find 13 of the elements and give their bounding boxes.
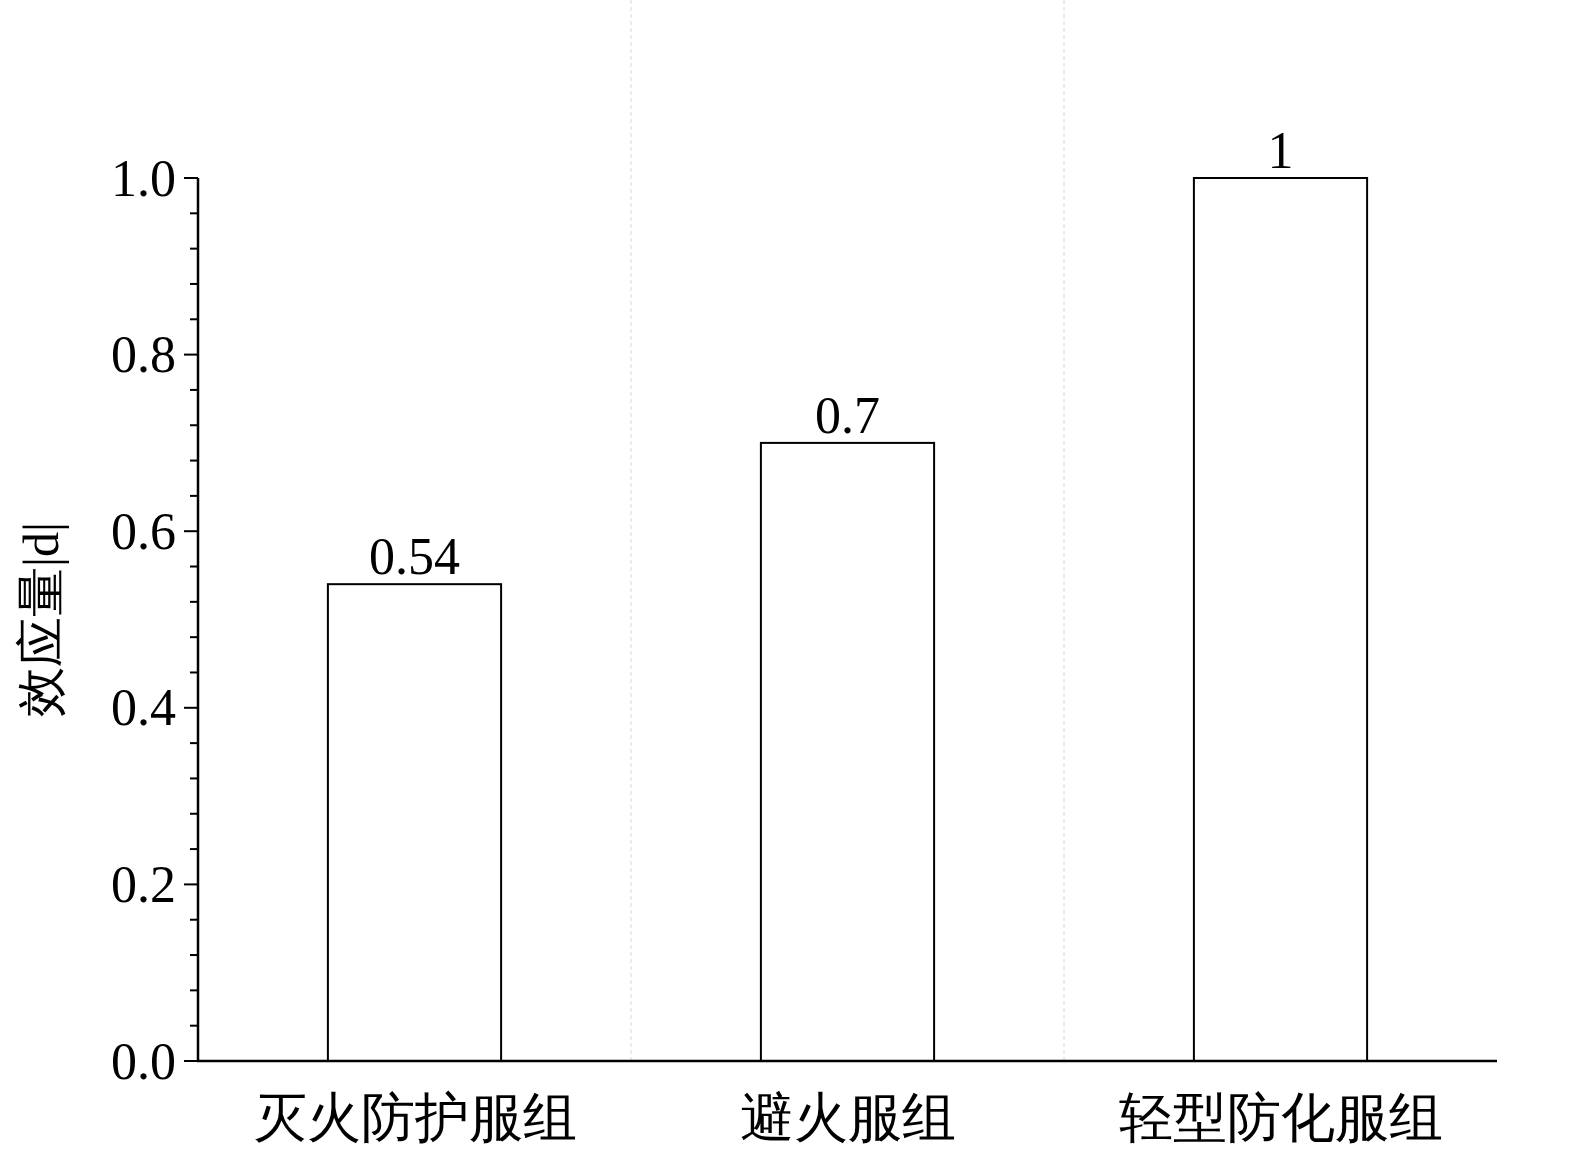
y-tick-label: 0.2 xyxy=(111,855,176,913)
data-label: 1 xyxy=(1267,122,1294,179)
y-axis-title: 效应量|d| xyxy=(13,521,69,718)
x-tick-label: 避火服组 xyxy=(739,1088,956,1148)
y-tick-label: 0.0 xyxy=(111,1032,176,1090)
y-tick-label: 0.8 xyxy=(111,326,176,384)
data-label: 0.7 xyxy=(815,386,880,444)
x-tick-label: 轻型防化服组 xyxy=(1118,1088,1443,1148)
x-tick-label: 灭火防护服组 xyxy=(252,1088,577,1148)
data-label: 0.54 xyxy=(369,528,460,586)
y-tick-label: 1.0 xyxy=(111,149,176,207)
y-tick-label: 0.4 xyxy=(111,679,176,737)
y-tick-label: 0.6 xyxy=(111,502,176,560)
